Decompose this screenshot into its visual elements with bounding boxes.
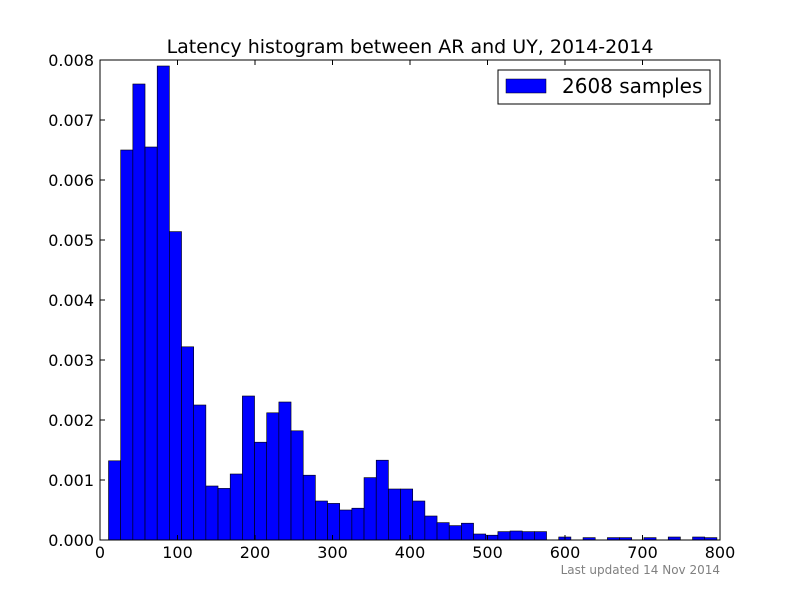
legend-label: 2608 samples — [562, 74, 702, 98]
y-tick-label: 0.006 — [48, 171, 94, 190]
y-axis: 0.000 0.001 0.002 0.003 0.004 0.005 0.006 0.007… — [48, 51, 720, 550]
histogram-bar — [254, 441, 268, 541]
histogram-bar — [375, 459, 389, 541]
histogram-bar — [339, 509, 353, 541]
histogram-bar — [266, 412, 280, 541]
x-tick-label: 600 — [550, 543, 581, 562]
histogram-bar — [509, 530, 523, 541]
histogram-bar — [193, 404, 207, 541]
x-tick-label: 0 — [95, 543, 105, 562]
histogram-bar — [242, 395, 255, 541]
histogram-bar — [448, 525, 462, 541]
histogram-bar — [132, 83, 146, 541]
histogram-bar — [156, 65, 170, 541]
histogram-bar — [169, 231, 182, 541]
histogram-bar — [412, 500, 426, 541]
histogram-bar — [521, 531, 535, 541]
y-tick-label: 0.001 — [48, 471, 94, 490]
histogram-bar — [497, 531, 511, 541]
legend-swatch — [505, 78, 547, 94]
x-tick-label: 100 — [162, 543, 193, 562]
bars-group — [108, 65, 718, 541]
x-tick-label: 500 — [472, 543, 503, 562]
histogram-bar — [229, 473, 243, 541]
histogram-bar — [436, 522, 450, 541]
x-tick-label: 400 — [395, 543, 426, 562]
histogram-bar — [388, 488, 401, 541]
y-tick-label: 0.008 — [48, 51, 94, 70]
y-tick-label: 0.004 — [48, 291, 94, 310]
y-tick-label: 0.000 — [48, 531, 94, 550]
legend: 2608 samples — [497, 69, 711, 105]
plot-frame — [99, 59, 721, 541]
last-updated-note: Last updated 14 Nov 2014 — [561, 563, 720, 577]
histogram-bar — [424, 515, 438, 541]
legend-box — [497, 69, 711, 105]
histogram-bar — [120, 149, 134, 541]
histogram-bar — [534, 531, 547, 541]
x-tick-label: 800 — [705, 543, 736, 562]
histogram-bar — [108, 460, 121, 541]
x-tick-label: 200 — [240, 543, 271, 562]
histogram-bar — [302, 474, 316, 541]
histogram-bar — [351, 507, 365, 541]
histogram-bar — [400, 488, 414, 541]
histogram-bar — [144, 146, 158, 541]
chart-title: Latency histogram between AR and UY, 201… — [167, 36, 654, 58]
x-tick-label: 700 — [627, 543, 658, 562]
histogram-bar — [205, 485, 219, 541]
histogram-bar — [327, 503, 341, 541]
histogram-bar — [217, 488, 231, 541]
histogram-bar — [181, 346, 194, 541]
histogram-bar — [363, 477, 377, 541]
y-tick-label: 0.003 — [48, 351, 94, 370]
histogram-bar — [315, 500, 328, 541]
histogram-bar — [473, 533, 487, 541]
y-tick-label: 0.002 — [48, 411, 94, 430]
y-tick-label: 0.007 — [48, 111, 94, 130]
histogram-bar — [278, 401, 292, 541]
histogram-bar — [290, 430, 304, 541]
x-axis: 0 100 200 300 400 500 600 700 800 — [95, 60, 735, 562]
y-tick-label: 0.005 — [48, 231, 94, 250]
x-tick-label: 300 — [317, 543, 348, 562]
histogram-bar — [461, 522, 474, 541]
